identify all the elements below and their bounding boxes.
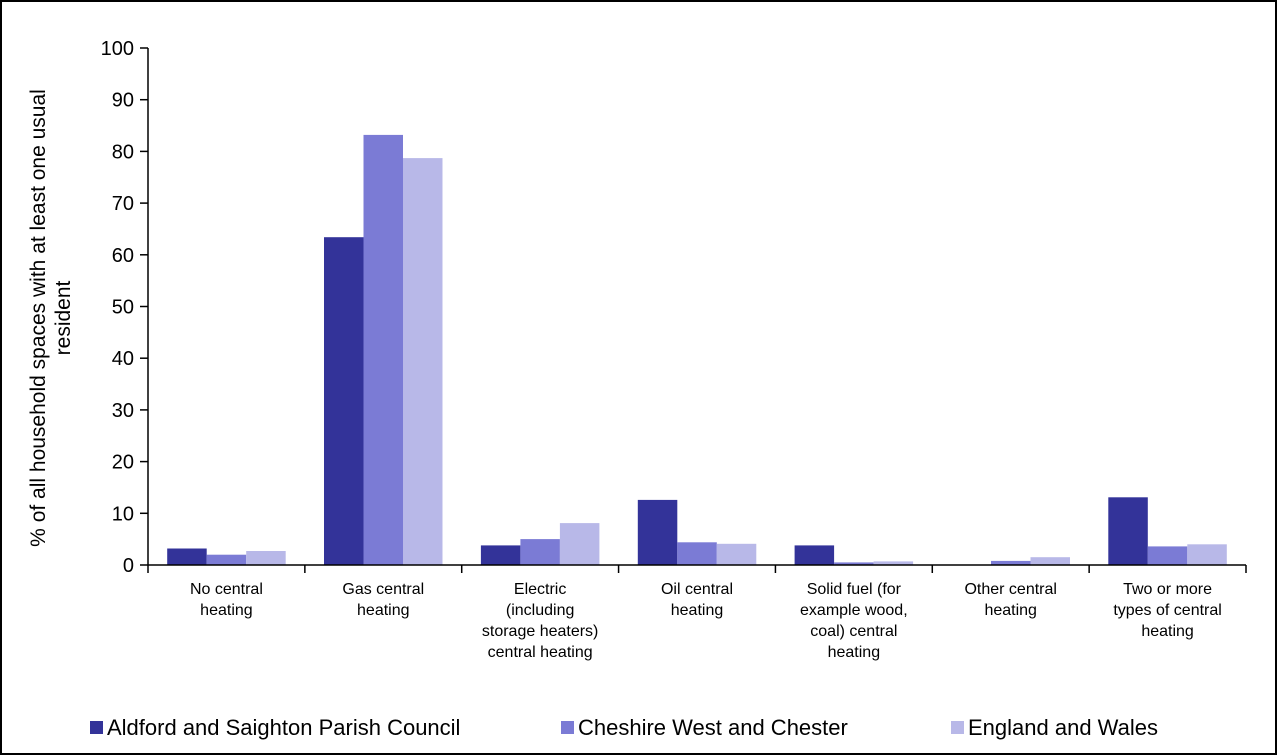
x-tick-label-line: Two or more <box>1123 581 1212 598</box>
x-tick-label: No central heating <box>190 581 263 619</box>
y-tick-label: 90 <box>112 90 134 112</box>
legend-swatch <box>561 721 574 734</box>
bar <box>873 561 914 565</box>
x-tick-label-line: (including <box>506 602 574 619</box>
x-tick-label-line: Oil central <box>661 581 733 598</box>
y-tick-label: 10 <box>112 503 134 525</box>
bar <box>677 542 717 565</box>
x-tick-label-line: storage heaters) <box>482 623 599 640</box>
y-tick-label: 30 <box>112 400 134 422</box>
y-axis-title: % of all household spaces with at least … <box>27 89 75 547</box>
bar <box>834 562 874 565</box>
x-tick-label-line: example wood, <box>800 602 908 619</box>
bar <box>1030 557 1070 565</box>
x-tick-label: Electric (including storage heaters) centra… <box>482 581 599 661</box>
x-tick-label: Other central heating <box>964 581 1056 619</box>
y-tick-label: 80 <box>112 141 134 163</box>
bar <box>324 237 364 565</box>
legend-label: England and Wales <box>968 715 1158 740</box>
bar <box>206 554 247 565</box>
x-tick-label-line: No central <box>190 581 263 598</box>
x-tick-label-line: heating <box>200 602 253 619</box>
y-tick-label: 20 <box>112 452 134 474</box>
x-tick-label-line: heating <box>1141 623 1194 640</box>
bar <box>363 134 403 565</box>
x-tick-label: Two or more types of central heating <box>1113 581 1222 640</box>
x-tick-label-line: heating <box>984 602 1037 619</box>
x-tick-label-line: coal) central <box>810 623 897 640</box>
y-axis-title-line: resident <box>52 280 75 355</box>
x-tick-label-line: heating <box>828 644 881 661</box>
y-tick-label: 60 <box>112 245 134 267</box>
bar <box>520 539 560 565</box>
bar <box>794 545 835 565</box>
bar <box>167 548 207 565</box>
x-tick-label-line: heating <box>671 602 724 619</box>
x-tick-label-line: Gas central <box>342 581 424 598</box>
bar <box>559 523 600 565</box>
bar <box>246 551 286 565</box>
legend-swatch <box>951 721 964 734</box>
bar <box>991 560 1031 565</box>
y-tick-label: 0 <box>123 555 134 577</box>
bar <box>480 545 521 565</box>
y-tick-label: 70 <box>112 193 134 215</box>
x-tick-label-line: heating <box>357 602 410 619</box>
x-tick-label: Oil central heating <box>661 581 733 619</box>
y-tick-label: 40 <box>112 348 134 370</box>
x-tick-label: Gas central heating <box>342 581 424 619</box>
bar <box>403 158 443 565</box>
bar <box>1147 546 1188 565</box>
legend-label: Cheshire West and Chester <box>578 715 848 740</box>
y-tick-label: 100 <box>101 38 134 60</box>
bar <box>1187 544 1227 565</box>
x-tick-label-line: Electric <box>514 581 566 598</box>
x-tick-label-line: Solid fuel (for <box>807 581 902 598</box>
legend-swatch <box>90 721 103 734</box>
y-tick-label: 50 <box>112 297 134 319</box>
x-tick-label: Solid fuel (for example wood, coal) centra… <box>800 581 908 661</box>
bar <box>716 543 757 565</box>
bar <box>1108 497 1148 565</box>
legend-label: Aldford and Saighton Parish Council <box>107 715 460 740</box>
x-tick-label-line: central heating <box>488 644 593 661</box>
x-tick-label-line: types of central <box>1113 602 1222 619</box>
x-tick-label-line: Other central <box>964 581 1056 598</box>
y-axis-title-line: % of all household spaces with at least … <box>27 89 50 547</box>
bar <box>637 499 678 565</box>
